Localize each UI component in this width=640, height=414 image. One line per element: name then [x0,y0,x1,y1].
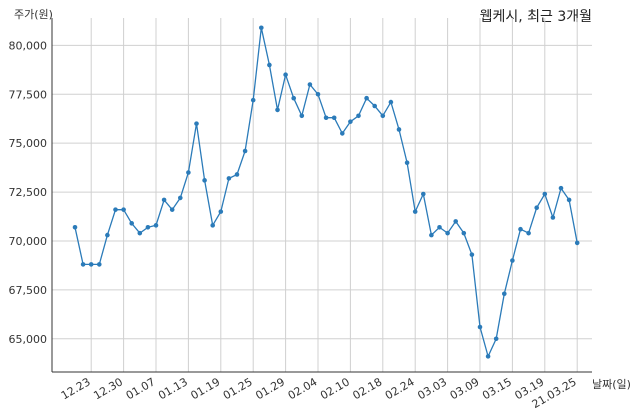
data-point [275,107,280,113]
grid [52,18,592,372]
data-point [283,72,288,78]
data-point [178,195,183,201]
data-point [137,230,143,236]
y-axis-label: 주가(원) [14,8,53,21]
data-point [145,224,151,230]
data-point [412,209,418,214]
x-tick-label: 02.24 [383,375,417,402]
data-point [518,226,523,232]
data-point [299,113,305,119]
x-tick-label: 01.25 [221,375,255,402]
data-point [461,230,467,236]
data-point [445,230,450,236]
data-point [477,324,483,330]
y-ticks: 65,000 67,500 70,000 72,500 75,000 77,500 80,0… [9,39,48,345]
data-point [218,209,224,214]
x-tick-label: 12.23 [59,375,93,402]
y-tick-label: 75,000 [9,137,48,150]
x-tick-label: 02.18 [351,375,385,402]
data-point [396,127,402,132]
data-point [88,262,94,267]
data-point [291,95,297,101]
data-point [485,354,491,359]
data-point [202,178,207,183]
y-tick-label: 80,000 [9,39,48,52]
data-point [380,113,386,119]
data-point [372,103,378,109]
data-point [259,25,264,31]
data-point [348,119,353,124]
data-point [388,99,394,105]
data-point [267,62,272,68]
data-point [404,160,410,166]
data-point [534,205,539,211]
chart-title: 웹케시, 최근 3개월 [479,9,592,25]
data-point [113,207,118,212]
data-point [574,240,580,246]
y-tick-label: 72,500 [9,186,48,199]
data-point [194,121,199,126]
data-point [105,232,110,238]
x-tick-label: 03.03 [415,375,449,402]
data-point [97,262,102,267]
data-point [340,131,345,136]
x-tick-label: 01.19 [189,375,223,402]
x-tick-label: 01.13 [156,375,190,402]
x-tick-label: 02.10 [318,375,352,402]
x-tick-label: 01.29 [253,375,287,402]
x-tick-label: 12.30 [91,375,125,402]
x-tick-label: 03.09 [448,375,482,402]
x-tick-label: 02.04 [286,375,320,402]
data-point [242,148,248,154]
y-tick-label: 67,500 [9,284,48,297]
x-ticks: 12.2312.3001.0701.1301.1901.2501.2902.04… [59,375,579,411]
data-point [558,185,564,191]
data-point [356,113,361,119]
data-point [542,191,548,197]
data-point [566,197,572,203]
data-point [72,224,78,230]
data-point [153,223,159,228]
data-point [129,221,134,226]
data-point [161,197,167,203]
data-point [364,95,369,101]
data-point [510,258,515,263]
x-axis-label: 날짜(일) [592,378,631,391]
data-point [186,170,191,175]
x-tick-label: 03.15 [480,375,514,402]
y-tick-label: 65,000 [9,333,48,346]
data-point [234,172,240,177]
data-point [526,230,531,236]
data-point [469,252,475,257]
data-point [315,91,321,97]
data-point [437,224,442,230]
axes [51,18,592,373]
data-point [121,207,126,212]
data-point [226,176,232,181]
series [72,25,580,359]
data-point [502,291,507,297]
data-point [250,97,256,103]
data-point [429,232,434,238]
y-tick-label: 70,000 [9,235,48,248]
data-point [550,215,556,220]
x-tick-label: 01.07 [124,375,158,402]
data-point [331,115,337,121]
data-point [169,207,175,212]
data-point [453,219,459,224]
data-point [80,262,86,267]
data-point [307,82,313,87]
data-point [421,191,426,197]
y-tick-label: 77,500 [9,88,48,101]
data-point [493,336,499,342]
data-point [323,115,329,121]
data-point [210,223,215,228]
